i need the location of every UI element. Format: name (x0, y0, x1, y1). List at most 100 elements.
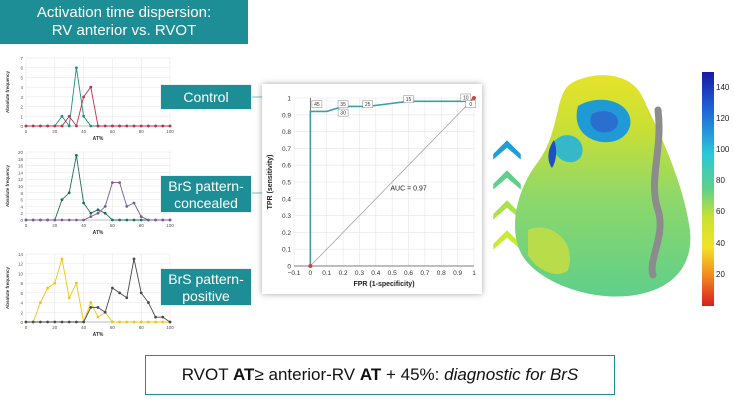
figure-title: Activation time dispersion: RV anterior … (0, 0, 248, 44)
data-point (118, 124, 121, 128)
y-tick-label: 0.6 (282, 163, 291, 170)
threshold-label-box (465, 100, 476, 108)
x-tick-label: 100 (166, 129, 174, 134)
histogram-control: 0 1 2 3 4 5 6 7 0 20 40 60 80 100 AT% Absolute frequenc… (5, 56, 174, 142)
data-point (24, 320, 28, 324)
roc-chart: 00.10.20.30.40.50.60.70.80.91−0.1 0 0.1 0.2… (267, 93, 476, 288)
data-point (96, 306, 100, 309)
data-point (53, 218, 57, 222)
x-tick-label: 0.9 (453, 270, 462, 277)
y-tick-label: 5 (20, 75, 23, 80)
y-tick-label: 0 (20, 124, 23, 129)
x-tick-label: −0.1 (288, 270, 301, 277)
data-point (67, 320, 71, 324)
y-tick-label: 0.3 (282, 213, 291, 220)
data-point (39, 320, 42, 324)
data-point (103, 310, 107, 314)
data-point (39, 218, 42, 222)
label-concealed-line-2: concealed (174, 195, 238, 211)
data-point (118, 181, 121, 184)
data-point (31, 218, 35, 222)
threshold-label: 35 (340, 102, 346, 108)
data-point (139, 124, 143, 128)
x-tick-label: 1 (472, 270, 476, 277)
x-axis-label: FPR (1-specificity) (353, 281, 414, 288)
data-point (53, 124, 57, 128)
title-line-2: RV anterior vs. RVOT (51, 22, 197, 39)
x-tick-label: 0.8 (437, 270, 446, 277)
data-point (24, 124, 28, 128)
colorbar-gradient (702, 72, 714, 306)
y-tick-label: 0.8 (282, 129, 291, 136)
threshold-label: 30 (340, 111, 346, 117)
data-point (82, 95, 85, 99)
conclusion-italic: diagnostic for BrS (444, 365, 579, 384)
y-tick-label: 12 (18, 177, 24, 182)
threshold-label: 45 (314, 102, 320, 108)
data-point (168, 320, 172, 324)
colorbar-tick-label: 60 (716, 207, 725, 217)
threshold-label: 15 (406, 97, 412, 103)
y-tick-label: 4 (20, 301, 23, 306)
auc-label: AUC = 0.97 (390, 185, 426, 192)
data-point (147, 320, 150, 324)
y-tick-label: 10 (18, 184, 24, 189)
y-tick-label: 4 (20, 204, 23, 209)
x-axis-label: AT% (93, 332, 104, 338)
data-point (39, 124, 42, 128)
data-point (132, 257, 136, 261)
x-tick-label: 80 (139, 129, 145, 134)
data-point (67, 124, 71, 128)
data-point (161, 320, 165, 324)
x-tick-label: 0.6 (404, 270, 413, 277)
data-point (89, 211, 93, 215)
data-point (132, 320, 136, 324)
data-point (161, 315, 165, 319)
data-point (118, 291, 121, 295)
data-point (60, 198, 64, 201)
y-tick-label: 20 (18, 150, 24, 155)
conclusion-part-2: ≥ anterior-RV (254, 365, 360, 384)
y-tick-label: 0.4 (282, 196, 291, 203)
threshold-label: 10 (463, 96, 469, 102)
data-point (111, 181, 114, 184)
y-tick-label: 6 (20, 66, 23, 71)
y-tick-label: 0.2 (282, 230, 291, 237)
x-tick-label: 40 (81, 325, 87, 330)
y-axis-label: Absolute frequency (5, 165, 10, 208)
conclusion-bold-2: AT (359, 365, 382, 384)
heart-activation-map (515, 75, 691, 297)
x-tick-label: 100 (166, 223, 174, 228)
y-axis-label: TPR (sensitivity) (267, 155, 274, 210)
data-point (60, 124, 64, 128)
data-point (39, 301, 42, 304)
data-point (89, 301, 93, 304)
lower-yellow-region (528, 227, 570, 275)
histogram-positive: 0 2 4 6 8 10 12 14 0 20 40 60 80 100 AT% Absolute frequ… (5, 252, 174, 338)
x-tick-label: 0.2 (339, 270, 348, 277)
data-point (103, 211, 107, 215)
conclusion-box: RVOT AT≥ anterior-RV AT + 45%: diagnosti… (145, 355, 615, 395)
colorbar-tick-label: 120 (716, 113, 730, 123)
data-point (96, 124, 100, 128)
y-tick-label: 0 (20, 218, 23, 223)
conclusion-part-3: + 45%: (381, 365, 445, 384)
x-tick-label: 0.4 (371, 270, 380, 277)
y-tick-label: 8 (20, 281, 23, 286)
x-tick-label: 20 (52, 325, 58, 330)
y-tick-label: 0.7 (282, 146, 291, 153)
x-tick-label: 20 (52, 129, 58, 134)
data-point (96, 208, 100, 212)
data-point (89, 124, 93, 128)
threshold-label-box (403, 95, 414, 103)
chance-diagonal (310, 97, 475, 267)
data-point (111, 320, 114, 324)
data-point (154, 320, 158, 324)
data-point (75, 320, 78, 324)
data-point (75, 218, 78, 222)
chevron-up-icon (492, 169, 522, 191)
x-tick-label: 100 (166, 325, 174, 330)
data-point (46, 286, 49, 290)
data-point (60, 114, 64, 118)
data-point (89, 85, 93, 89)
